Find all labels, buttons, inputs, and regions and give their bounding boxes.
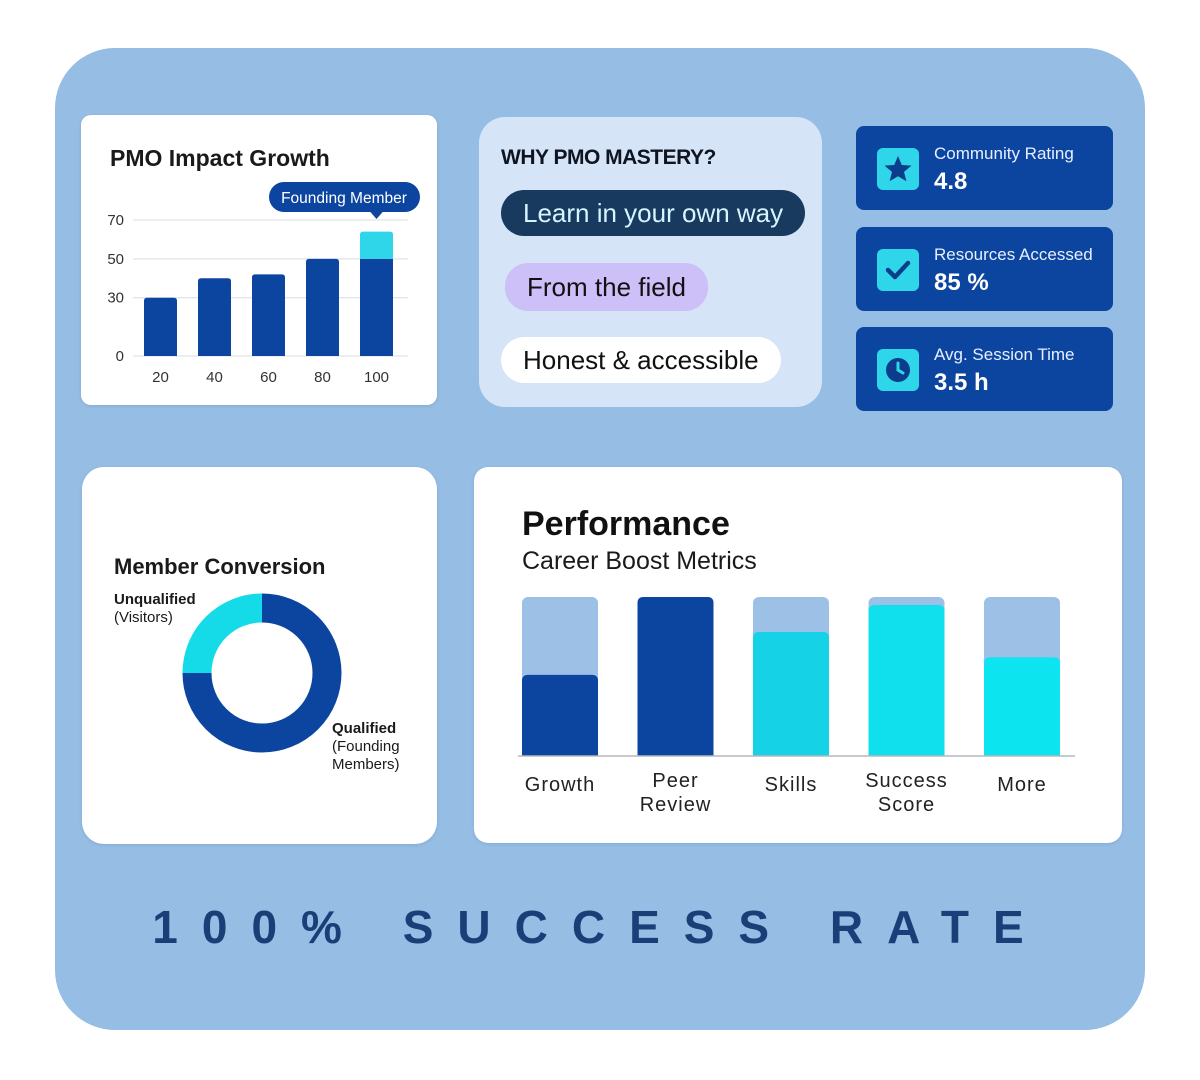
impact-growth-title: PMO Impact Growth — [110, 145, 330, 171]
y-tick-label: 0 — [116, 348, 124, 365]
why-title: WHY PMO MASTERY? — [501, 146, 716, 169]
y-tick-label: 70 — [107, 212, 124, 229]
bar — [198, 278, 231, 356]
performance-subtitle: Career Boost Metrics — [522, 547, 757, 575]
unqualified-label: Unqualified (Visitors) — [114, 591, 196, 627]
pill-learn-own-way: Learn in your own way — [501, 190, 806, 236]
y-tick-label: 50 — [107, 251, 124, 268]
success-rate-tagline: 100% SUCCESS RATE — [152, 901, 1048, 953]
qualified-label: Qualified (Founding Members) — [332, 720, 400, 774]
donut-slice — [182, 593, 342, 753]
stat-avg-session-time: Avg. Session Time 3.5 h — [856, 327, 1113, 411]
performance-card: Performance Career Boost Metrics Growth P… — [474, 467, 1122, 843]
qualified-sub-2: Members) — [332, 756, 400, 773]
check-icon — [877, 249, 919, 291]
stat-community-rating: Community Rating 4.8 — [856, 126, 1113, 210]
category-label: More — [997, 774, 1047, 796]
bar — [360, 258, 393, 356]
x-tick-label: 20 — [152, 369, 169, 386]
member-conversion-title: Member Conversion — [114, 554, 326, 579]
pill-from-the-field: From the field — [505, 263, 708, 311]
bar — [753, 631, 829, 756]
category-label: Peer — [652, 770, 698, 792]
why-pmo-mastery-card: WHY PMO MASTERY? Learn in your own way F… — [479, 117, 822, 407]
stat-label: Community Rating — [934, 144, 1074, 163]
callout-pointer — [369, 211, 384, 219]
clock-icon — [877, 349, 919, 391]
stat-value: 85 % — [934, 269, 989, 296]
impact-growth-card: PMO Impact Growth 0 30 50 70 20 40 60 80 100 Foun… — [81, 115, 437, 405]
category-label: Score — [878, 794, 935, 816]
bar — [868, 604, 945, 756]
bar — [522, 674, 598, 756]
category-label: Success — [865, 770, 948, 792]
pill-honest-accessible: Honest & accessible — [501, 337, 781, 383]
bar — [144, 297, 177, 356]
member-conversion-card: Member Conversion Unqualified (Visitors)… — [82, 467, 437, 844]
x-tick-label: 80 — [314, 369, 331, 386]
y-tick-label: 30 — [107, 290, 124, 307]
qualified-sub-1: (Founding — [332, 738, 400, 755]
stat-label: Avg. Session Time — [934, 345, 1075, 364]
stat-label: Resources Accessed — [934, 245, 1093, 264]
x-tick-label: 40 — [206, 369, 223, 386]
x-tick-label: 60 — [260, 369, 277, 386]
founding-member-label: Founding Member — [281, 190, 407, 207]
category-label: Skills — [765, 774, 818, 796]
star-icon — [877, 148, 919, 190]
performance-title: Performance — [522, 505, 730, 543]
category-label: Growth — [525, 774, 595, 796]
stat-value: 4.8 — [934, 168, 968, 195]
x-tick-label: 100 — [364, 369, 389, 386]
category-label: Review — [640, 794, 712, 816]
founding-member-callout — [269, 182, 420, 212]
bar — [637, 597, 714, 756]
unqualified-sub: (Visitors) — [114, 609, 173, 626]
stat-value: 3.5 h — [934, 369, 989, 396]
bar — [252, 274, 285, 356]
bar — [984, 657, 1060, 756]
unqualified-title: Unqualified — [114, 591, 196, 608]
stat-resources-accessed: Resources Accessed 85 % — [856, 227, 1113, 311]
donut-slice — [182, 593, 263, 674]
qualified-title: Qualified — [332, 720, 397, 737]
member-conversion-donut — [182, 593, 342, 753]
impact-growth-chart: 0 30 50 70 20 40 60 80 100 Founding Member — [107, 182, 420, 386]
bar — [306, 258, 339, 356]
bar-highlight — [360, 231, 393, 259]
